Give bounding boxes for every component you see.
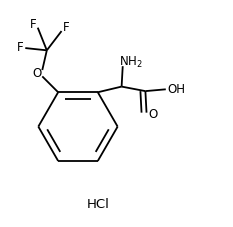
Text: F: F (63, 21, 70, 34)
Text: F: F (29, 18, 36, 31)
Text: OH: OH (167, 83, 185, 96)
Text: F: F (17, 41, 24, 54)
Text: O: O (32, 67, 41, 80)
Text: HCl: HCl (87, 197, 110, 210)
Text: NH$_2$: NH$_2$ (120, 54, 143, 69)
Text: O: O (148, 108, 158, 121)
